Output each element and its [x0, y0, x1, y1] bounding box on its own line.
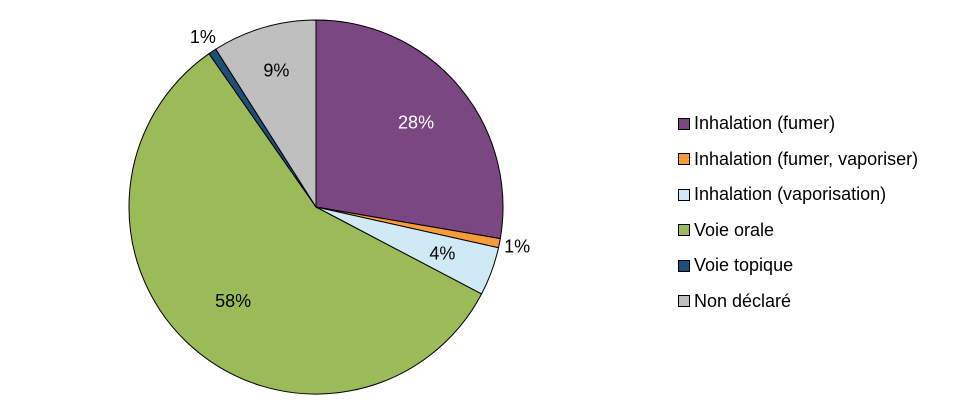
legend-item: Voie orale	[678, 213, 968, 249]
legend-label: Inhalation (fumer, vaporiser)	[694, 148, 919, 169]
pie-slice	[315, 19, 504, 240]
legend: Inhalation (fumer) Inhalation (fumer, va…	[678, 106, 968, 319]
pie-slice	[215, 19, 317, 209]
legend-label: Non déclaré	[694, 290, 792, 311]
legend-item: Non déclaré	[678, 284, 968, 320]
legend-swatch	[678, 224, 690, 237]
pie-data-labels: 28% 1% 4% 58% 1% 9%	[190, 27, 530, 311]
legend-swatch	[678, 295, 690, 308]
legend-label: Inhalation (fumer)	[694, 113, 836, 134]
legend-item: Inhalation (fumer)	[678, 106, 968, 142]
data-label: 9%	[263, 61, 289, 81]
data-label: 1%	[190, 27, 216, 47]
legend-swatch	[678, 188, 690, 201]
legend-item: Inhalation (vaporisation)	[678, 177, 968, 213]
legend-swatch	[678, 259, 690, 272]
data-label: 58%	[215, 291, 251, 311]
data-label: 4%	[429, 243, 455, 263]
data-label: 28%	[398, 113, 434, 133]
data-label: 1%	[504, 237, 530, 257]
pie-slices	[128, 19, 504, 395]
legend-label: Voie orale	[694, 219, 775, 240]
legend-swatch	[678, 153, 690, 166]
legend-item: Voie topique	[678, 248, 968, 284]
legend-swatch	[678, 117, 690, 130]
legend-item: Inhalation (fumer, vaporiser)	[678, 142, 968, 178]
legend-label: Voie topique	[694, 255, 794, 276]
pie-slice	[128, 52, 483, 395]
legend-label: Inhalation (vaporisation)	[694, 184, 887, 205]
